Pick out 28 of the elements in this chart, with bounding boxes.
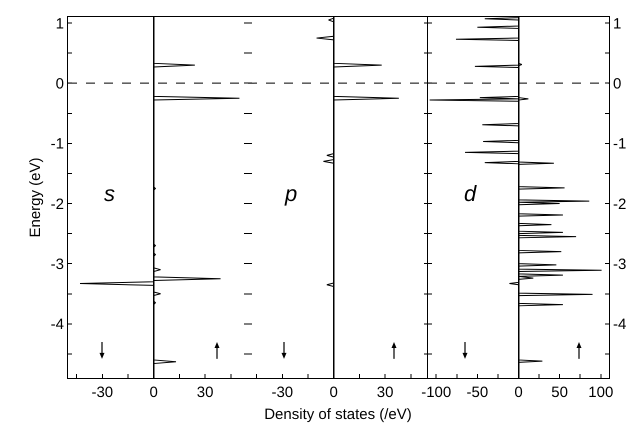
x-tick-label: 30 bbox=[196, 384, 214, 401]
x-tick-label: 50 bbox=[551, 384, 568, 401]
y-tick-label: -1 bbox=[50, 136, 64, 153]
y-tick-label: -3 bbox=[50, 256, 64, 273]
y2-tick-label: -2 bbox=[613, 196, 626, 213]
x-axis-title: Density of states (/eV) bbox=[264, 406, 412, 423]
x-tick-label: 0 bbox=[514, 384, 523, 401]
annotation: s bbox=[104, 181, 115, 206]
y2-tick-label: -1 bbox=[613, 136, 626, 153]
annotation: d bbox=[464, 181, 477, 206]
y-tick-label: -4 bbox=[50, 316, 64, 334]
x-tick-label: -30 bbox=[91, 384, 114, 401]
x-tick-label: 100 bbox=[588, 384, 614, 401]
annotation: p bbox=[284, 181, 298, 206]
x-tick-label: 0 bbox=[330, 384, 338, 401]
y2-tick-label: 0 bbox=[613, 75, 622, 92]
y2-tick-label: 1 bbox=[613, 15, 622, 32]
y2-tick-label: -3 bbox=[613, 256, 626, 273]
y-tick-label: -2 bbox=[50, 196, 64, 213]
x-tick-label: -50 bbox=[466, 384, 488, 401]
y-tick-label: 0 bbox=[56, 75, 64, 92]
x-tick-label: 30 bbox=[376, 384, 394, 401]
y-axis-title: Energy (eV) bbox=[26, 157, 44, 238]
y2-tick-label: -4 bbox=[613, 316, 626, 334]
x-tick-label: -30 bbox=[271, 384, 294, 401]
y-tick-label: 1 bbox=[56, 15, 64, 32]
x-tick-label: -100 bbox=[421, 384, 452, 401]
x-tick-label: 0 bbox=[150, 384, 158, 401]
